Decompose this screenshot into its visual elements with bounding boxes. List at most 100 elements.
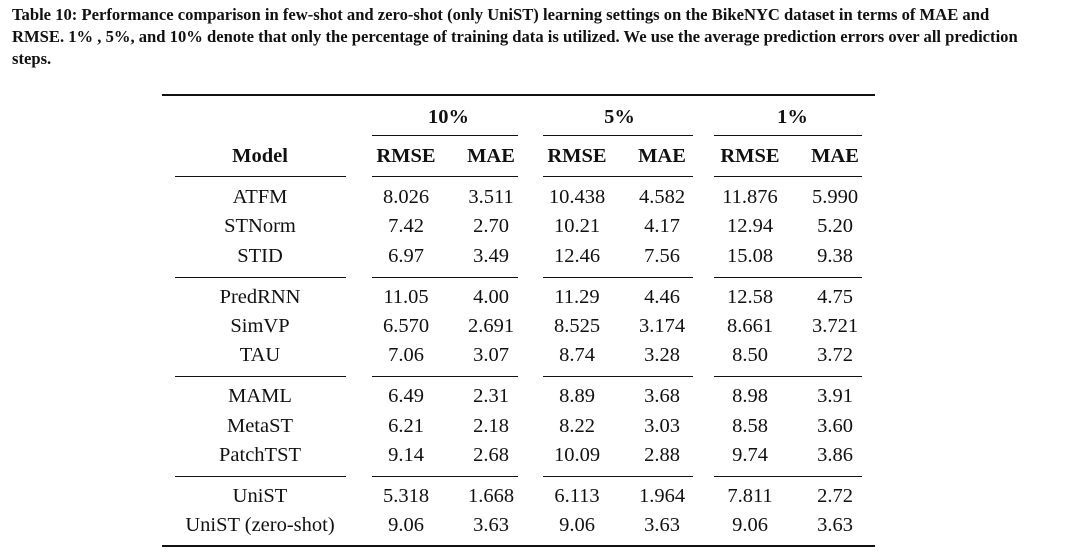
value-cell: 2.691 [467, 314, 515, 337]
value-cell: 5.318 [382, 484, 430, 507]
value-cell: 11.05 [383, 285, 429, 308]
value-cell: 3.03 [644, 414, 680, 437]
value-cell: 2.31 [473, 385, 509, 408]
value-cell: 7.06 [388, 344, 424, 367]
value-cell: 3.07 [473, 344, 509, 367]
value-cell: 3.86 [817, 443, 853, 466]
value-cell: 9.14 [388, 443, 424, 466]
column-header: MAE [638, 145, 686, 167]
value-cell: 8.22 [559, 414, 595, 437]
value-cell: 8.74 [559, 344, 595, 367]
value-cell: 12.46 [553, 244, 601, 267]
value-cell: 1.668 [467, 484, 515, 507]
rule [714, 475, 862, 477]
value-cell: 7.56 [644, 244, 680, 267]
model-name: UniST [232, 484, 288, 507]
value-cell: 2.70 [473, 215, 509, 238]
value-cell: 3.60 [817, 414, 853, 437]
column-header: MAE [467, 145, 515, 167]
rule [543, 276, 693, 278]
rule [372, 176, 518, 177]
value-cell: 2.72 [817, 484, 853, 507]
value-cell: 6.113 [554, 484, 600, 507]
value-cell: 8.50 [732, 344, 768, 367]
value-cell: 2.68 [473, 443, 509, 466]
group-header: 10% [428, 106, 469, 128]
model-name: PredRNN [219, 285, 301, 308]
model-name: MAML [228, 385, 292, 408]
value-cell: 11.29 [554, 285, 600, 308]
value-cell: 5.990 [811, 186, 859, 208]
value-cell: 3.68 [644, 385, 680, 408]
value-cell: 6.570 [382, 314, 430, 337]
value-cell: 1.964 [638, 484, 686, 507]
value-cell: 2.18 [473, 414, 509, 437]
value-cell: 12.58 [726, 285, 774, 308]
rule [714, 135, 862, 136]
value-cell: 15.08 [726, 244, 774, 267]
model-name: SimVP [230, 314, 290, 337]
value-cell: 9.74 [732, 443, 768, 466]
model-name: MetaST [226, 414, 294, 437]
value-cell: 9.06 [559, 514, 595, 537]
rule [372, 475, 518, 477]
value-cell: 8.58 [732, 414, 768, 437]
value-cell: 3.63 [644, 514, 680, 537]
rule [543, 135, 693, 136]
model-name: UniST (zero-shot) [185, 514, 335, 537]
rule [175, 376, 346, 378]
value-cell: 6.21 [388, 414, 424, 437]
rule [714, 276, 862, 278]
value-cell: 2.88 [644, 443, 680, 466]
model-name: PatchTST [219, 443, 301, 466]
value-cell: 8.026 [382, 186, 430, 208]
value-cell: 6.97 [388, 244, 424, 267]
value-cell: 4.46 [644, 285, 680, 308]
rule [175, 475, 346, 477]
rule [714, 176, 862, 177]
caption: Table 10: Performance comparison in few-… [12, 5, 1018, 68]
rule [543, 376, 693, 378]
rule [372, 376, 518, 378]
column-header: RMSE [547, 145, 607, 167]
value-cell: 9.06 [388, 514, 424, 537]
value-cell: 3.511 [468, 186, 514, 208]
group-header: 5% [604, 106, 635, 128]
value-cell: 4.00 [473, 285, 509, 308]
column-header: Model [232, 145, 288, 167]
model-name: TAU [239, 344, 281, 367]
rule [714, 376, 862, 378]
value-cell: 10.09 [553, 443, 601, 466]
model-name: STID [237, 244, 283, 267]
column-header: RMSE [376, 145, 436, 167]
group-header: 1% [777, 106, 808, 128]
value-cell: 9.06 [732, 514, 768, 537]
column-header: RMSE [720, 145, 780, 167]
value-cell: 10.438 [548, 186, 606, 208]
value-cell: 4.582 [638, 186, 686, 208]
value-cell: 7.42 [388, 215, 424, 238]
value-cell: 6.49 [388, 385, 424, 408]
value-cell: 8.525 [553, 314, 601, 337]
value-cell: 4.75 [817, 285, 853, 308]
value-cell: 3.63 [817, 514, 853, 537]
value-cell: 3.91 [817, 385, 853, 408]
value-cell: 3.28 [644, 344, 680, 367]
value-cell: 8.661 [726, 314, 774, 337]
rule [175, 276, 346, 278]
rule [543, 475, 693, 477]
value-cell: 5.20 [817, 215, 853, 238]
value-cell: 3.49 [473, 244, 509, 267]
value-cell: 9.38 [817, 244, 853, 267]
rule [162, 545, 875, 548]
column-header: MAE [811, 145, 859, 167]
value-cell: 3.63 [473, 514, 509, 537]
value-cell: 7.811 [727, 484, 773, 507]
value-cell: 8.98 [732, 385, 768, 408]
value-cell: 10.21 [553, 215, 601, 238]
value-cell: 11.876 [722, 186, 778, 208]
value-cell: 4.17 [644, 215, 680, 238]
model-name: STNorm [224, 215, 296, 238]
rule [175, 176, 346, 177]
